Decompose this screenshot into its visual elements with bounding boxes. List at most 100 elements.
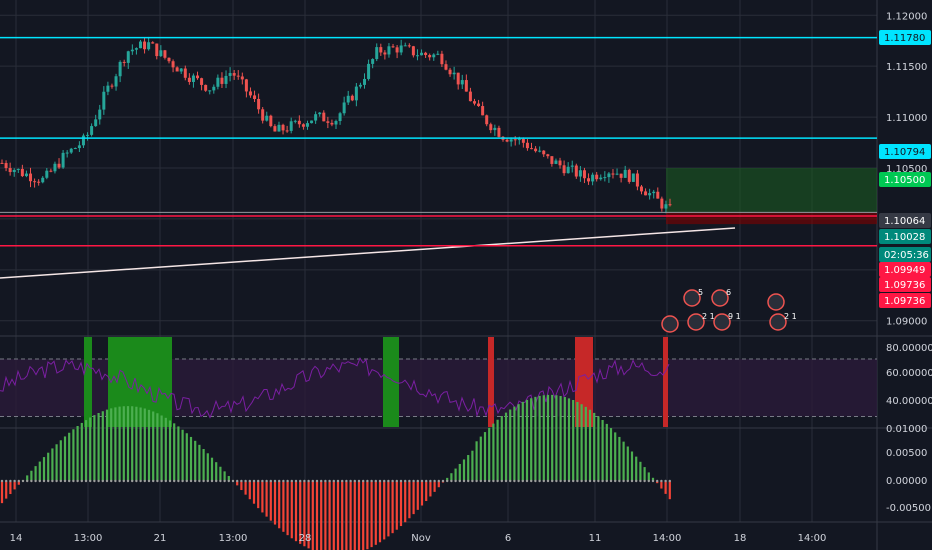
osc-zero-dot	[668, 479, 671, 483]
event-marker: 6	[711, 288, 731, 307]
candle-body	[444, 64, 448, 70]
candlestick-series	[0, 36, 736, 279]
price-tag-bg	[879, 30, 931, 45]
candle-body	[477, 103, 481, 107]
candle-body	[664, 204, 668, 209]
position-zones[interactable]	[666, 168, 877, 225]
candle-body	[253, 95, 257, 99]
candle-body	[542, 150, 546, 155]
osc-zero-dot	[17, 479, 20, 483]
osc-zero-dot	[374, 479, 377, 483]
time-tick: 14	[10, 533, 23, 544]
candle-body	[8, 168, 12, 173]
osc-zero-dot	[38, 479, 41, 483]
osc-zero-dot	[446, 479, 449, 483]
candle-body	[73, 148, 77, 150]
candle-body	[130, 49, 134, 52]
osc-zero-dot	[303, 479, 306, 483]
osc-zero-dot	[202, 479, 205, 483]
osc-zero-dot	[630, 479, 634, 483]
price-tag: 1.10028	[879, 229, 931, 244]
candle-body	[354, 86, 358, 101]
candle-body	[314, 114, 318, 121]
rsi-highlight	[383, 337, 399, 427]
osc-zero-dot	[135, 479, 138, 483]
price-tag-bg	[879, 229, 931, 244]
osc-zero-dot	[429, 479, 432, 483]
candle-body	[334, 121, 338, 125]
candle-body	[375, 47, 379, 60]
osc-zero-dot	[219, 479, 222, 483]
osc-zero-dot	[551, 479, 554, 483]
osc-zero-dot	[194, 479, 197, 483]
osc-zero-dot	[420, 479, 424, 483]
osc-zero-dot	[257, 479, 260, 483]
time-tick: 18	[734, 533, 747, 544]
osc-zero-dot	[546, 479, 550, 483]
osc-zero-dot	[80, 479, 84, 483]
candle-body	[460, 80, 464, 85]
rsi-tick: 60.00000	[886, 368, 932, 379]
candle-body	[513, 139, 517, 141]
osc-zero-dot	[131, 479, 134, 483]
candle-body	[248, 91, 252, 96]
price-tag-bg	[879, 277, 931, 292]
osc-zero-dot	[492, 479, 495, 483]
event-marker-count: 9 1	[728, 312, 741, 321]
osc-zero-dot	[21, 479, 25, 483]
price-tag-label: 1.11780	[884, 33, 925, 44]
candle-body	[257, 98, 261, 110]
osc-zero-dot	[475, 479, 478, 483]
osc-zero-dot	[177, 479, 180, 483]
candle-body	[232, 73, 236, 76]
osc-zero-dot	[534, 479, 537, 483]
horizontal-levels[interactable]	[0, 36, 877, 247]
osc-zero-dot	[504, 479, 508, 483]
candle-body	[582, 170, 586, 179]
event-marker-icon	[683, 289, 701, 307]
candle-body	[20, 168, 24, 177]
candle-body	[599, 177, 603, 180]
rsi-highlight	[663, 337, 668, 427]
osc-zero-dot	[572, 479, 575, 483]
rsi-tick: 80.00000	[886, 343, 932, 354]
osc-zero-dot	[622, 479, 625, 483]
time-axis[interactable]: 14 13:00 21 13:00 28 Nov 6 11 14:00 18 14:00	[10, 533, 827, 544]
candle-body	[436, 53, 440, 55]
candle-body	[65, 152, 69, 154]
osc-zero-dot	[408, 479, 411, 483]
osc-zero-dot	[227, 479, 230, 483]
candle-body	[566, 166, 570, 174]
event-markers[interactable]: 5 6 2 1 9 1 2 1	[661, 288, 797, 333]
candle-body	[69, 148, 73, 153]
osc-zero-dot	[118, 479, 121, 483]
osc-zero-dot	[567, 479, 571, 483]
candle-body	[204, 84, 208, 91]
osc-zero-dot	[320, 479, 323, 483]
candle-body	[668, 204, 672, 206]
osc-zero-dot	[30, 479, 33, 483]
candle-body	[147, 42, 151, 50]
osc-zero-dot	[307, 479, 310, 483]
osc-zero-dot	[538, 479, 541, 483]
price-tag-bg	[879, 213, 931, 228]
price-tag-label: 1.09736	[884, 280, 925, 291]
osc-zero-dot	[185, 479, 188, 483]
candle-body	[587, 178, 591, 182]
price-tag-bg	[879, 247, 931, 262]
osc-zero-dot	[588, 479, 592, 483]
osc-zero-dot	[513, 479, 516, 483]
osc-zero-dot	[63, 479, 67, 483]
candle-body	[285, 130, 289, 132]
osc-zero-dot	[215, 479, 218, 483]
candle-body	[611, 173, 615, 175]
osc-zero-dot	[647, 479, 650, 483]
price-axis[interactable]: 1.120001.115001.110001.105001.100001.095…	[879, 11, 932, 514]
candle-body	[346, 95, 350, 103]
event-marker: 2 1	[687, 312, 715, 331]
osc-zero-dot	[164, 479, 167, 483]
osc-zero-dot	[370, 479, 373, 483]
candle-body	[216, 77, 220, 87]
osc-zero-dot	[609, 479, 613, 483]
